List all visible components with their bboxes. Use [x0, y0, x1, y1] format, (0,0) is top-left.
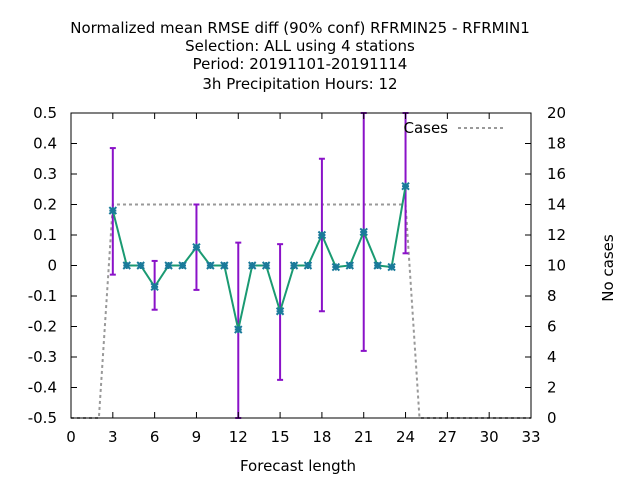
y2-tick-label: 10: [547, 257, 566, 275]
cases-line: [71, 203, 531, 419]
data-point: [206, 261, 215, 270]
title-line-2: Selection: ALL using 4 stations: [185, 37, 415, 55]
data-point: [331, 262, 341, 272]
title-line-1: Normalized mean RMSE diff (90% conf) RFR…: [70, 19, 530, 37]
x-tick-label: 9: [192, 428, 202, 446]
data-point: [150, 282, 159, 292]
data-point: [234, 325, 243, 334]
y-tick-label: -0.2: [28, 318, 57, 336]
x-tick-label: 15: [271, 428, 290, 446]
x-tick-label: 12: [229, 428, 248, 446]
data-point: [275, 307, 285, 316]
y2-tick-label: 14: [547, 196, 566, 214]
x-tick-label: 33: [521, 428, 540, 446]
y2-tick-label: 0: [547, 409, 557, 427]
y-tick-label: 0.3: [33, 165, 57, 183]
x-tick-label: 6: [150, 428, 160, 446]
x-tick-label: 0: [66, 428, 76, 446]
axis-ticks: 0 3 6 9 12 15 18 21 24 27 30 33-0.5-0.4-0.3-0.2-0.1…: [28, 104, 566, 446]
data-point: [289, 261, 299, 270]
y-tick-label: 0.2: [33, 196, 57, 214]
y2-tick-label: 20: [547, 104, 566, 122]
data-point: [192, 242, 201, 252]
y2-tick-label: 6: [547, 318, 557, 336]
data-point: [317, 230, 327, 240]
data-point: [248, 261, 257, 270]
title-line-3: Period: 20191101-20191114: [193, 55, 408, 73]
data-point: [164, 261, 173, 270]
data-point: [136, 261, 145, 270]
y2-tick-label: 16: [547, 165, 566, 183]
y-tick-label: 0.1: [33, 226, 57, 244]
cases-series: [71, 203, 531, 419]
x-tick-label: 24: [396, 428, 415, 446]
data-point: [261, 261, 271, 270]
y-tick-label: 0.5: [33, 104, 57, 122]
data-point: [108, 206, 118, 215]
data-point: [345, 261, 354, 270]
rmse-diff-series: [108, 181, 410, 334]
y-tick-label: -0.1: [28, 287, 57, 305]
x-tick-label: 18: [312, 428, 331, 446]
y-tick-label: -0.5: [28, 409, 57, 427]
y2-tick-label: 12: [547, 226, 566, 244]
y-tick-label: -0.3: [28, 348, 57, 366]
data-point: [220, 261, 229, 270]
data-point: [303, 261, 313, 270]
y2-axis-label: No cases: [599, 234, 617, 302]
data-point: [122, 261, 131, 270]
x-tick-label: 27: [438, 428, 457, 446]
data-point: [401, 181, 410, 191]
data-point: [373, 261, 382, 270]
x-tick-label: 21: [354, 428, 373, 446]
y2-tick-label: 8: [547, 287, 557, 305]
y-tick-label: 0.4: [33, 135, 57, 153]
title-line-4: 3h Precipitation Hours: 12: [202, 75, 397, 93]
y-tick-label: 0: [47, 257, 57, 275]
legend: Cases: [403, 119, 506, 137]
y-tick-label: -0.4: [28, 379, 57, 397]
legend-label-cases: Cases: [403, 119, 448, 137]
data-point: [178, 261, 187, 270]
x-tick-label: 30: [480, 428, 499, 446]
y2-tick-label: 2: [547, 379, 557, 397]
x-tick-label: 3: [108, 428, 118, 446]
x-axis-label: Forecast length: [240, 457, 356, 475]
data-point: [359, 227, 368, 237]
rmse-diff-line: [111, 186, 407, 330]
y2-tick-label: 4: [547, 348, 557, 366]
data-point: [387, 262, 396, 272]
y2-tick-label: 18: [547, 135, 566, 153]
chart-title: Normalized mean RMSE diff (90% conf) RFR…: [70, 19, 530, 93]
